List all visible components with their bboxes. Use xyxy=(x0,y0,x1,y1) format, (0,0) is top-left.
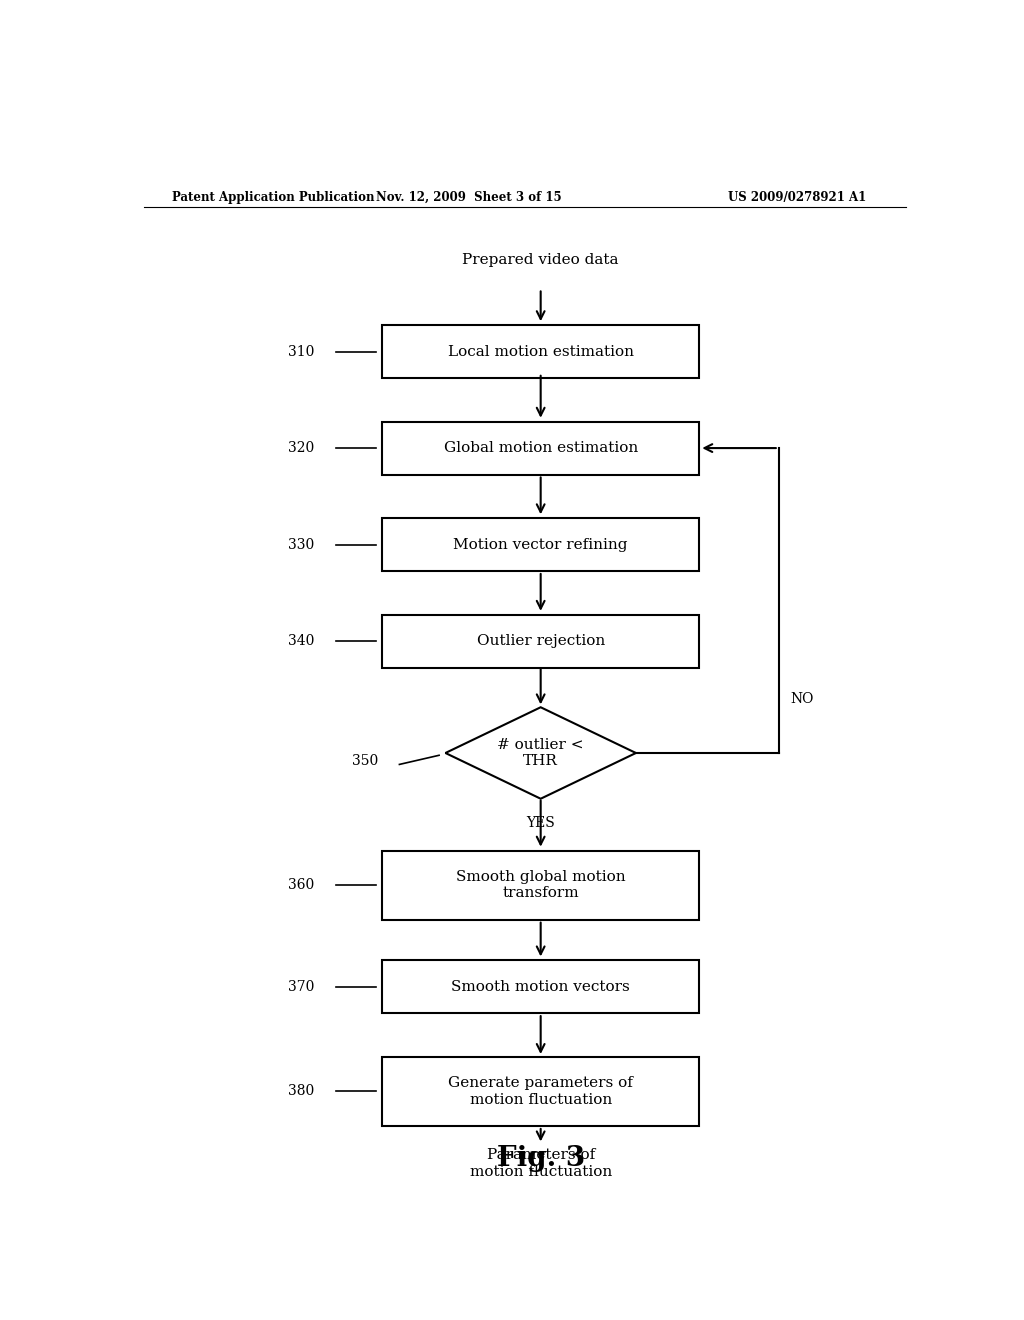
Text: Outlier rejection: Outlier rejection xyxy=(476,634,605,648)
FancyBboxPatch shape xyxy=(382,1057,699,1126)
Text: Prepared video data: Prepared video data xyxy=(463,253,618,267)
Text: Local motion estimation: Local motion estimation xyxy=(447,345,634,359)
FancyBboxPatch shape xyxy=(382,421,699,474)
Polygon shape xyxy=(445,708,636,799)
FancyBboxPatch shape xyxy=(382,615,699,668)
FancyBboxPatch shape xyxy=(382,519,699,572)
Text: 340: 340 xyxy=(288,634,314,648)
Text: # outlier <
THR: # outlier < THR xyxy=(498,738,584,768)
Text: Generate parameters of
motion fluctuation: Generate parameters of motion fluctuatio… xyxy=(449,1076,633,1106)
Text: NO: NO xyxy=(791,692,814,706)
Text: Parameters of
motion fluctuation: Parameters of motion fluctuation xyxy=(470,1148,611,1179)
Text: 380: 380 xyxy=(288,1085,314,1098)
Text: YES: YES xyxy=(526,816,555,830)
Text: 360: 360 xyxy=(288,878,314,892)
FancyBboxPatch shape xyxy=(382,325,699,378)
Text: Patent Application Publication: Patent Application Publication xyxy=(172,190,374,203)
FancyBboxPatch shape xyxy=(382,961,699,1014)
FancyBboxPatch shape xyxy=(382,850,699,920)
Text: US 2009/0278921 A1: US 2009/0278921 A1 xyxy=(728,190,866,203)
Text: Smooth motion vectors: Smooth motion vectors xyxy=(452,979,630,994)
Text: Motion vector refining: Motion vector refining xyxy=(454,537,628,552)
Text: Global motion estimation: Global motion estimation xyxy=(443,441,638,455)
Text: Smooth global motion
transform: Smooth global motion transform xyxy=(456,870,626,900)
Text: 320: 320 xyxy=(288,441,314,455)
Text: Fig. 3: Fig. 3 xyxy=(497,1144,585,1172)
Text: 310: 310 xyxy=(288,345,314,359)
Text: 350: 350 xyxy=(351,754,378,768)
Text: Nov. 12, 2009  Sheet 3 of 15: Nov. 12, 2009 Sheet 3 of 15 xyxy=(377,190,562,203)
Text: 370: 370 xyxy=(288,979,314,994)
Text: 330: 330 xyxy=(288,537,314,552)
